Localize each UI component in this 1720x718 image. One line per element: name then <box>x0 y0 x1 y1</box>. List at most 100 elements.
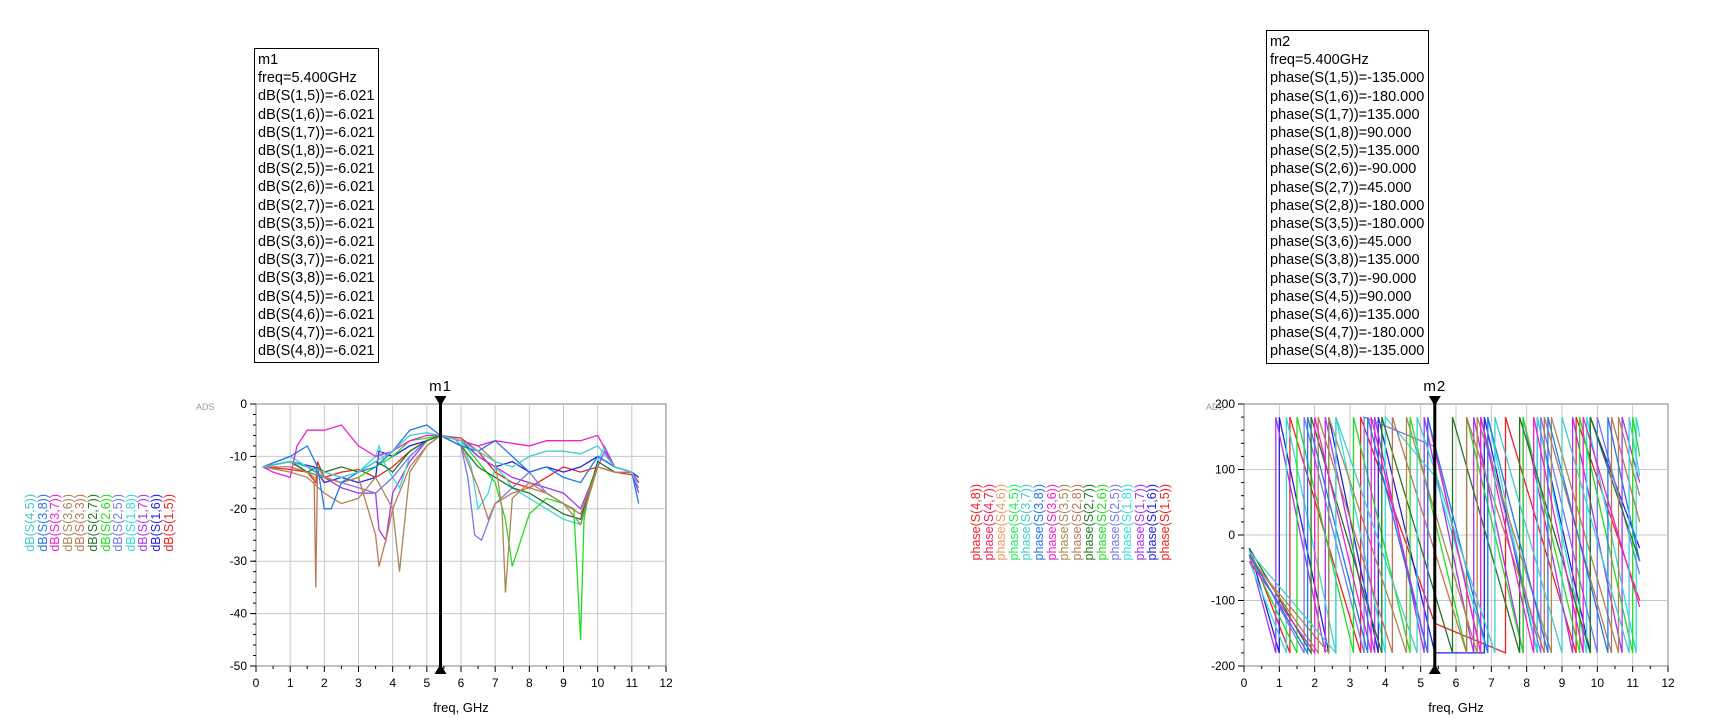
marker-readout-line: phase(S(4,7))=-180.000 <box>1270 325 1425 342</box>
x-tick-label: 8 <box>526 676 533 690</box>
marker-readout-line: dB(S(1,7))=-6.021 <box>258 124 375 141</box>
x-tick-label: 6 <box>458 676 465 690</box>
series-line <box>1248 416 1641 656</box>
marker-readout-line: phase(S(2,5))=135.000 <box>1270 143 1420 160</box>
marker-readout-line: dB(S(2,7))=-6.021 <box>258 197 375 214</box>
y-tick-label: -40 <box>230 607 248 621</box>
marker-readout-line: dB(S(2,5))=-6.021 <box>258 161 375 178</box>
series-line <box>1248 416 1641 654</box>
marker-triangle-top <box>434 396 447 406</box>
db-chart-legend: dB(S(4,5)) dB(S(3,8)) dB(S(3,7)) dB(S(3,6))… <box>23 494 176 552</box>
x-tick-label: 4 <box>1382 676 1389 690</box>
phase-chart-legend: phase(S(4,8)) phase(S(4,7)) phase(S(4,6)) p… <box>969 484 1172 561</box>
legend-item: phase(S(1,5)) <box>1157 484 1172 561</box>
marker-m1-readout[interactable]: m1 freq=5.400GHz dB(S(1,5))=-6.021 dB(S(1,6… <box>254 48 380 364</box>
x-tick-label: 8 <box>1523 676 1530 690</box>
y-tick-label: -20 <box>230 502 248 516</box>
marker-triangle-bottom <box>1428 664 1441 674</box>
legend-item: dB(S(1,5)) <box>161 494 176 552</box>
marker-readout-line: dB(S(1,6))=-6.021 <box>258 106 375 123</box>
legend-item: dB(S(4,5)) <box>23 494 37 552</box>
y-tick-label: -30 <box>230 554 248 568</box>
legend-item: phase(S(1,8)) <box>1120 484 1135 561</box>
marker-readout-line: phase(S(1,8))=90.000 <box>1270 125 1412 142</box>
y-tick-label: -200 <box>1211 659 1235 673</box>
marker-readout-line: dB(S(4,5))=-6.021 <box>258 288 375 305</box>
y-tick-label: -50 <box>230 659 248 673</box>
x-tick-label: 2 <box>1311 676 1318 690</box>
x-tick-label: 1 <box>1276 676 1283 690</box>
legend-item: dB(S(2,7)) <box>85 494 100 552</box>
marker-readout-line: phase(S(1,5))=-135.000 <box>1270 70 1425 87</box>
marker-readout-line: phase(S(3,7))=-90.000 <box>1270 270 1417 287</box>
x-tick-label: 10 <box>591 676 605 690</box>
marker-readout-line: dB(S(1,8))=-6.021 <box>258 143 375 160</box>
x-tick-label: 9 <box>1559 676 1566 690</box>
marker-readout-line: phase(S(2,8))=-180.000 <box>1270 197 1425 214</box>
ads-watermark: ADS <box>196 402 215 412</box>
marker-readout-line: phase(S(1,7))=135.000 <box>1270 106 1420 123</box>
db-chart: 0 1 2 3 4 5 6 7 8 9 10 11 120-10-20-30-40-50m1ADSfre… <box>196 378 673 715</box>
marker-readout-line: freq=5.400GHz <box>258 70 357 87</box>
series-group <box>1248 415 1641 656</box>
x-tick-label: 11 <box>626 676 639 690</box>
x-tick-label: 0 <box>1241 676 1248 690</box>
marker-readout-line: dB(S(3,8))=-6.021 <box>258 270 375 287</box>
marker-readout-line: dB(S(3,5))=-6.021 <box>258 215 375 232</box>
x-tick-label: 3 <box>355 676 362 690</box>
marker-label: m1 <box>429 378 452 395</box>
x-tick-label: 5 <box>1417 676 1424 690</box>
marker-readout-line: phase(S(4,6))=135.000 <box>1270 307 1420 324</box>
series-line <box>262 432 640 489</box>
marker-readout-line: phase(S(3,8))=135.000 <box>1270 252 1420 269</box>
legend-item: phase(S(4,8)) <box>969 484 983 561</box>
marker-readout-line: dB(S(4,8))=-6.021 <box>258 343 375 360</box>
marker-triangle-top <box>1428 396 1441 406</box>
legend-item: phase(S(3,5)) <box>1057 484 1072 561</box>
x-axis-label: freq, GHz <box>433 700 489 715</box>
x-tick-label: 3 <box>1347 676 1354 690</box>
x-tick-label: 2 <box>321 676 328 690</box>
marker-readout-line: phase(S(4,8))=-135.000 <box>1270 343 1425 360</box>
x-tick-label: 10 <box>1591 676 1605 690</box>
marker-readout-line: dB(S(1,5))=-6.021 <box>258 88 375 105</box>
legend-item: dB(S(2,5)) <box>111 494 126 552</box>
legend-item: phase(S(3,8)) <box>1031 484 1046 561</box>
x-tick-label: 0 <box>253 676 260 690</box>
marker-readout-line: m2 <box>1270 34 1291 50</box>
marker-triangle-bottom <box>434 664 447 674</box>
legend-item: dB(S(3,7)) <box>48 494 63 552</box>
marker-readout-line: phase(S(2,6))=-90.000 <box>1270 161 1417 178</box>
y-tick-label: 0 <box>1228 528 1235 542</box>
y-tick-label: -10 <box>230 449 248 463</box>
y-tick-label: 200 <box>1215 397 1235 411</box>
x-tick-label: 6 <box>1453 676 1460 690</box>
series-line <box>1248 416 1641 655</box>
x-tick-label: 4 <box>389 676 396 690</box>
marker-readout-line: dB(S(2,6))=-6.021 <box>258 179 375 196</box>
x-tick-label: 12 <box>1661 676 1675 690</box>
series-line <box>1248 416 1641 655</box>
x-tick-label: 1 <box>287 676 294 690</box>
phase-chart: 0 1 2 3 4 5 6 7 8 9 10 11 122001000-100-200m2ADSfreq… <box>1206 378 1675 715</box>
marker-label: m2 <box>1423 378 1446 395</box>
marker-readout-line: phase(S(3,5))=-180.000 <box>1270 216 1425 233</box>
x-tick-label: 12 <box>659 676 673 690</box>
legend-item: phase(S(2,6)) <box>1094 484 1109 561</box>
marker-readout-line: phase(S(4,5))=90.000 <box>1270 288 1412 305</box>
series-line <box>1248 416 1641 656</box>
marker-readout-line: freq=5.400GHz <box>1270 52 1369 69</box>
x-tick-label: 9 <box>560 676 567 690</box>
marker-readout-line: phase(S(3,6))=45.000 <box>1270 234 1412 251</box>
x-tick-label: 7 <box>492 676 499 690</box>
x-tick-label: 11 <box>1626 676 1639 690</box>
x-tick-label: 7 <box>1488 676 1495 690</box>
marker-readout-line: dB(S(4,7))=-6.021 <box>258 325 375 342</box>
legend-item: dB(S(1,6)) <box>148 494 163 552</box>
legend-item: phase(S(4,6)) <box>994 484 1009 561</box>
marker-m2-readout[interactable]: m2 freq=5.400GHz phase(S(1,5))=-135.000 pha… <box>1266 30 1430 364</box>
marker-readout-line: phase(S(2,7))=45.000 <box>1270 179 1412 196</box>
x-axis-label: freq, GHz <box>1428 700 1484 715</box>
marker-readout-line: dB(S(3,6))=-6.021 <box>258 234 375 251</box>
